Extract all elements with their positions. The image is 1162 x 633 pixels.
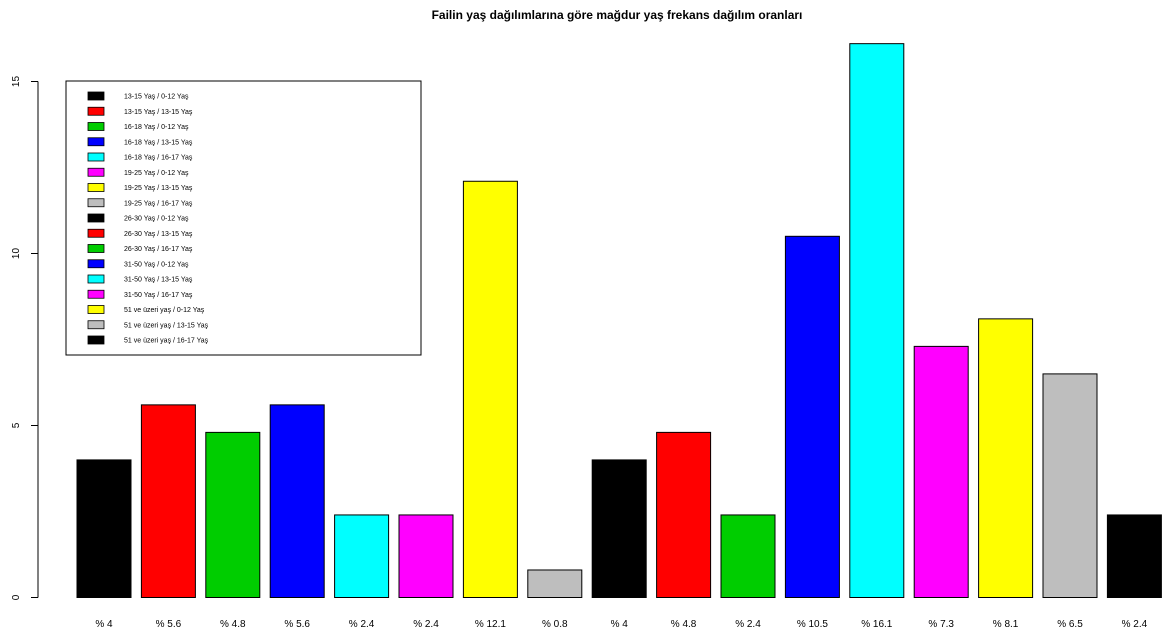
bar — [591, 459, 647, 598]
bar — [205, 431, 261, 598]
legend-label: 51 ve üzeri yaş / 13-15 Yaş — [124, 322, 209, 329]
x-tick-label: % 2.4 — [413, 619, 439, 630]
x-tick-label: % 8.1 — [993, 619, 1019, 630]
legend-swatch — [87, 259, 105, 269]
legend-label: 16-18 Yaş / 0-12 Yaş — [124, 124, 189, 131]
bar — [398, 514, 454, 598]
legend-label: 31-50 Yaş / 16-17 Yaş — [124, 292, 193, 299]
legend-label: 16-18 Yaş / 16-17 Yaş — [124, 155, 193, 162]
legend-swatch — [87, 198, 105, 208]
legend-swatch — [87, 289, 105, 299]
bar — [1042, 373, 1098, 598]
y-tick-label: 10 — [11, 248, 22, 260]
legend-label: 31-50 Yaş / 0-12 Yaş — [124, 261, 189, 268]
x-tick-label: % 12.1 — [475, 619, 507, 630]
bar — [269, 404, 325, 598]
bar — [656, 431, 712, 598]
legend-swatch — [87, 305, 105, 314]
legend-label: 26-30 Yaş / 16-17 Yaş — [124, 246, 193, 253]
legend-swatch — [87, 122, 105, 131]
legend-swatch — [87, 228, 105, 238]
legend-swatch — [87, 106, 105, 116]
legend-label: 19-25 Yaş / 13-15 Yaş — [124, 185, 193, 192]
legend-label: 26-30 Yaş / 0-12 Yaş — [124, 216, 189, 223]
legend-swatch — [87, 91, 105, 101]
legend-swatch — [87, 244, 105, 253]
x-tick-label: % 4.8 — [671, 619, 697, 630]
x-tick-label: % 2.4 — [1122, 619, 1148, 630]
legend-label: 19-25 Yaş / 0-12 Yaş — [124, 170, 189, 177]
bar — [720, 514, 776, 598]
x-tick-label: % 5.6 — [156, 619, 182, 630]
bars — [76, 43, 1162, 599]
legend: 13-15 Yaş / 0-12 Yaş 13-15 Yaş / 13-15 Ya… — [65, 80, 422, 356]
bar — [784, 235, 840, 599]
bar — [462, 180, 518, 598]
legend-swatch — [87, 320, 105, 330]
x-tick-label: % 4 — [95, 619, 113, 630]
legend-label: 13-15 Yaş / 13-15 Yaş — [124, 109, 193, 116]
y-tick-label: 0 — [11, 594, 22, 600]
bar — [527, 569, 583, 598]
x-tick-label: % 4.8 — [220, 619, 246, 630]
bar — [1106, 514, 1162, 598]
legend-label: 51 ve üzeri yaş / 16-17 Yaş — [124, 338, 209, 345]
y-tick-label: 5 — [11, 422, 22, 428]
legend-label: 13-15 Yaş / 0-12 Yaş — [124, 94, 189, 101]
x-tick-label: % 0.8 — [542, 619, 568, 630]
x-tick-label: % 7.3 — [928, 619, 954, 630]
legend-swatch — [87, 137, 105, 147]
legend-swatch — [87, 213, 105, 223]
x-tick-label: % 2.4 — [349, 619, 375, 630]
bar — [978, 318, 1034, 598]
y-axis: 0 5 10 15 — [11, 76, 39, 600]
y-tick-label: 15 — [11, 76, 22, 88]
x-tick-label: % 4 — [611, 619, 629, 630]
legend-box — [65, 80, 422, 356]
legend-label: 26-30 Yaş / 13-15 Yaş — [124, 231, 193, 238]
x-tick-label: % 2.4 — [735, 619, 761, 630]
legend-swatch — [87, 167, 105, 177]
bar — [849, 43, 905, 599]
legend-label: 16-18 Yaş / 13-15 Yaş — [124, 139, 193, 146]
legend-swatch — [87, 152, 105, 162]
bar — [913, 345, 969, 598]
x-tick-label: % 10.5 — [797, 619, 829, 630]
legend-label: 19-25 Yaş / 16-17 Yaş — [124, 200, 193, 207]
bar — [76, 459, 132, 598]
legend-swatch — [87, 183, 105, 192]
legend-swatch — [87, 335, 105, 345]
bar — [334, 514, 390, 598]
bar — [140, 404, 196, 598]
legend-swatch — [87, 274, 105, 284]
chart-title: Failin yaş dağılımlarına göre mağdur yaş… — [432, 8, 803, 22]
x-tick-label: % 16.1 — [861, 619, 893, 630]
legend-label: 31-50 Yaş / 13-15 Yaş — [124, 277, 193, 284]
x-axis-labels: % 4 % 5.6 % 4.8 % 5.6 % 2.4 % 2.4 % 12.1 % 0.8%… — [95, 619, 1147, 630]
x-tick-label: % 5.6 — [284, 619, 310, 630]
x-tick-label: % 6.5 — [1057, 619, 1083, 630]
legend-label: 51 ve üzeri yaş / 0-12 Yaş — [124, 307, 205, 314]
